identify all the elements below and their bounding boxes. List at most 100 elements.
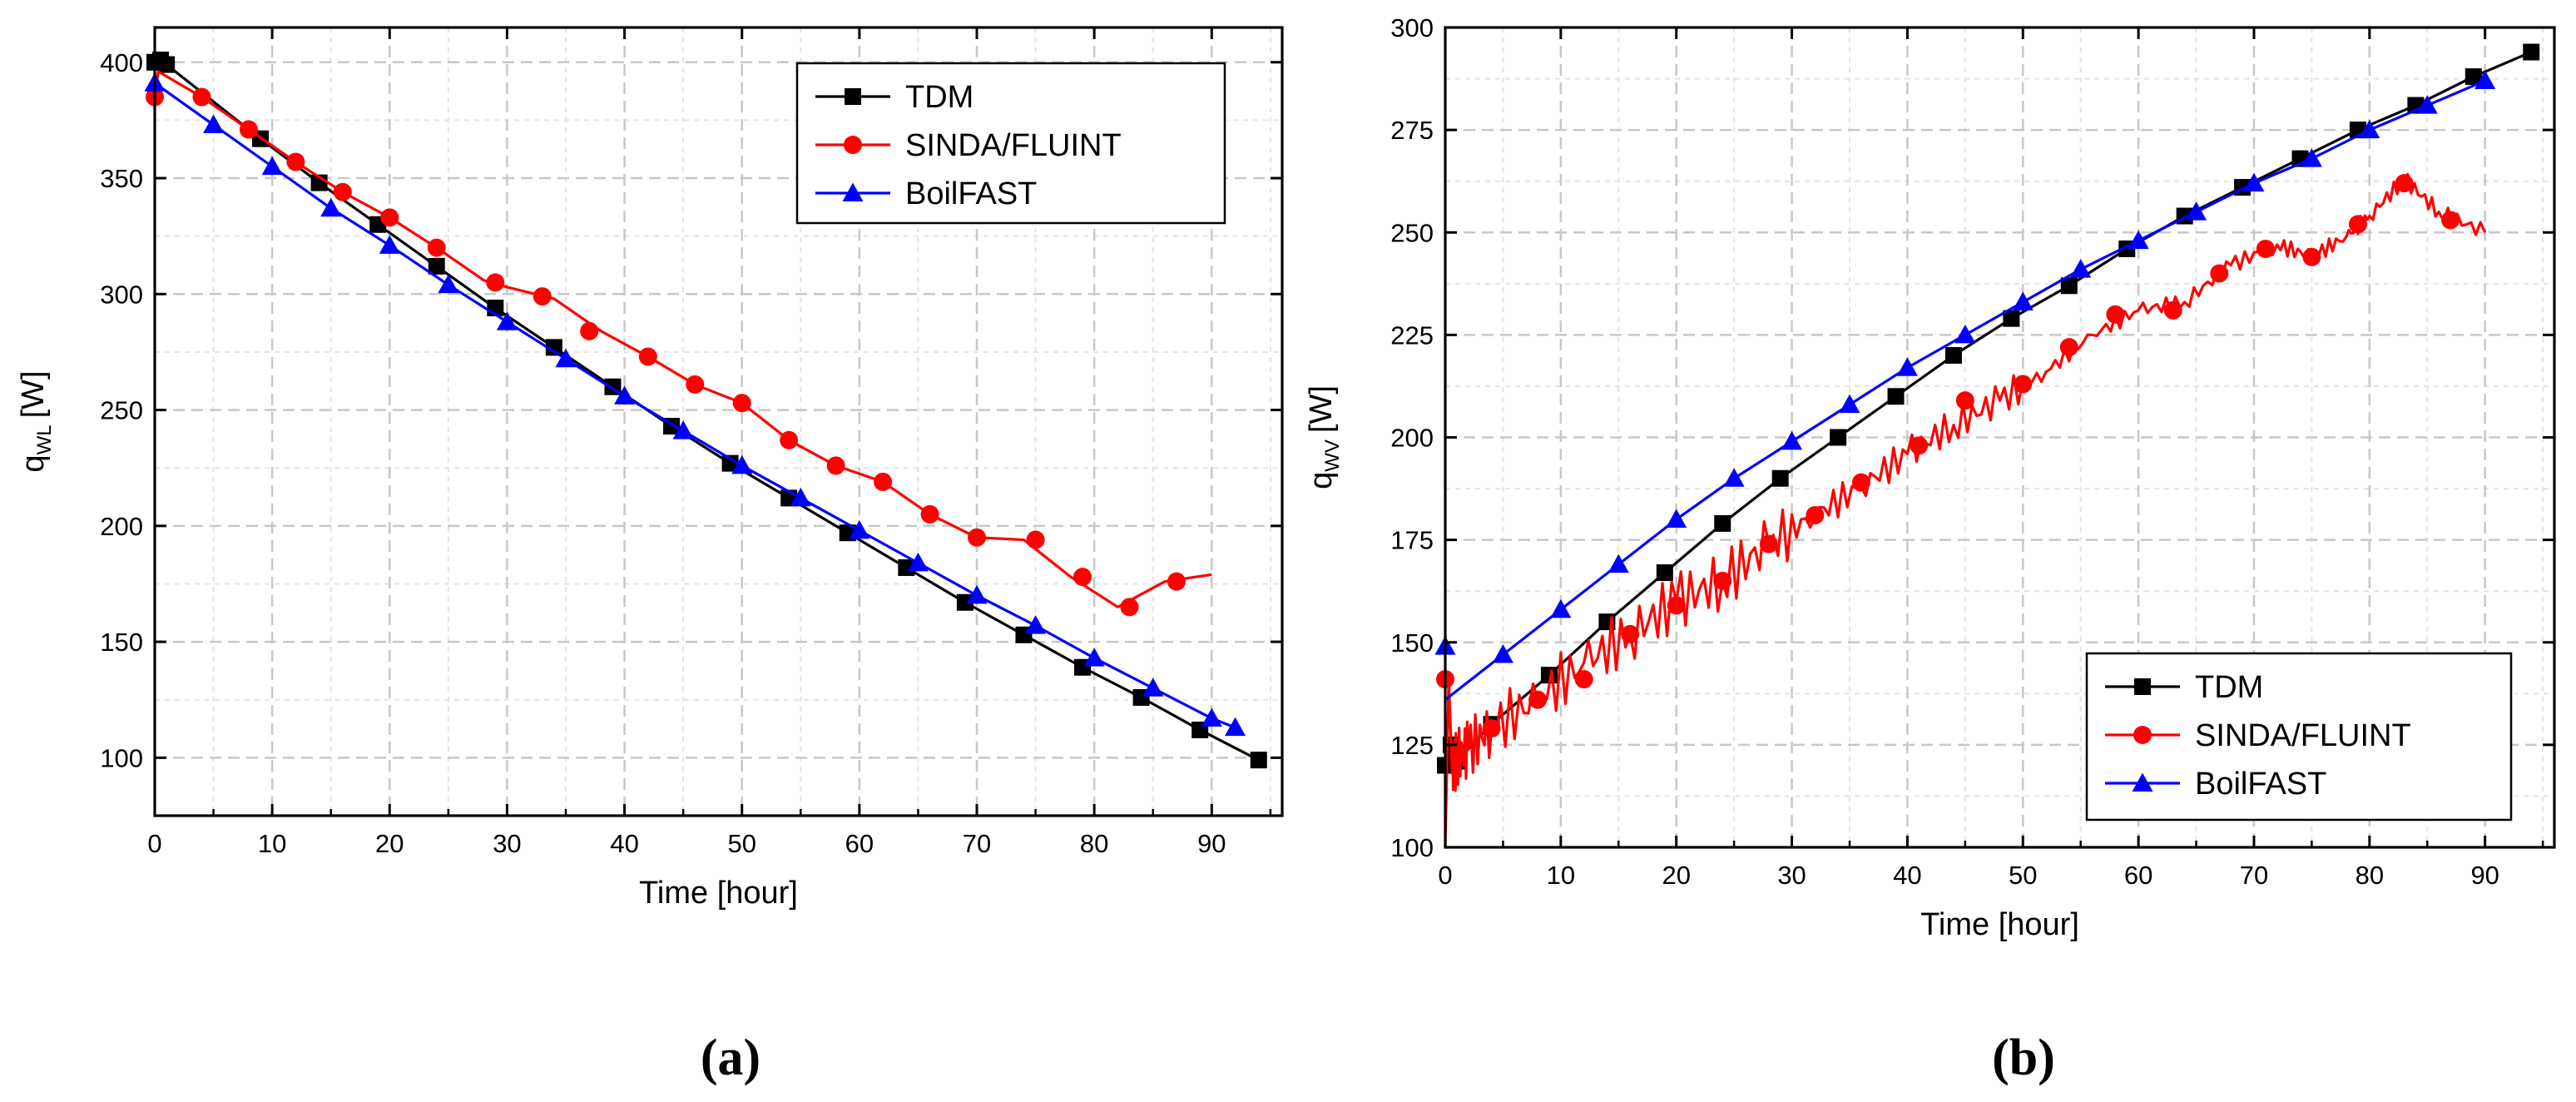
chart-a-data-point — [555, 348, 577, 368]
chart-b-data-point — [1830, 429, 1847, 446]
chart-a-legend-marker — [844, 136, 862, 154]
chart-b-data-point — [1656, 564, 1673, 582]
chart-b-y-axis-unit: [W] — [1304, 385, 1339, 433]
chart-b-data-point — [2012, 291, 2034, 310]
chart-a-data-point — [638, 347, 657, 366]
chart-a-legend: TDM SINDA/FLUINT BoilFAST — [795, 62, 1226, 225]
chart-a-data-point — [428, 257, 445, 275]
chart-a-y-axis-symbol: q — [16, 454, 51, 472]
chart-a-data-point — [239, 120, 258, 139]
chart-b-data-point — [1574, 670, 1593, 689]
chart-b-panel-label: (b) — [1992, 1030, 2055, 1086]
chart-b-data-point — [2070, 259, 2092, 278]
chart-a-x-tick-label: 10 — [258, 829, 286, 858]
chart-b-legend: TDM SINDA/FLUINT BoilFAST — [2085, 652, 2513, 822]
chart-b-y-tick-label: 275 — [1390, 116, 1434, 145]
chart-a-data-point — [203, 114, 225, 133]
chart-b-data-point — [2465, 68, 2482, 86]
chart-b-data-point — [1713, 571, 1732, 590]
chart-b-data-point — [1806, 506, 1825, 525]
chart-b-data-point — [2106, 305, 2125, 324]
chart-a-data-point — [907, 552, 929, 572]
chart-b-data-point — [1851, 473, 1870, 492]
chart-b-data-point — [2243, 172, 2265, 192]
chart-b-data-point — [1723, 468, 1745, 487]
chart-a-legend-label: BoilFAST — [905, 176, 1037, 211]
chart-a-data-point — [1201, 707, 1222, 727]
chart-a-legend-label: SINDA/FLUINT — [905, 128, 1122, 163]
chart-b-data-point — [1667, 596, 1686, 615]
chart-b-y-axis-symbol: q — [1304, 472, 1339, 489]
chart-a-data-point — [672, 420, 694, 439]
chart-panel-b: 0 10 20 30 40 50 60 70 80 90 100 125 150 175 200 225 250… — [1304, 13, 2556, 1086]
chart-a-data-point — [1025, 615, 1047, 634]
chart-b-data-point — [1714, 514, 1731, 532]
chart-b-data-point — [1608, 553, 1629, 573]
chart-b-legend-label: TDM — [2195, 670, 2263, 705]
chart-b-y-tick-label: 250 — [1390, 218, 1434, 247]
chart-b-data-point — [1482, 719, 1501, 738]
chart-a-y-tick-label: 250 — [100, 396, 143, 425]
chart-b-y-tick-label: 200 — [1390, 424, 1434, 453]
chart-a-data-point — [333, 182, 352, 201]
chart-a-x-tick-label: 0 — [147, 829, 161, 858]
chart-b-data-point — [2359, 119, 2380, 139]
chart-a-data-point — [721, 454, 739, 472]
chart-a-data-point — [790, 487, 811, 507]
chart-b-x-tick-label: 80 — [2356, 861, 2384, 890]
chart-b-data-point — [1759, 534, 1778, 553]
chart-a-data-point — [920, 504, 939, 524]
chart-a-data-point — [192, 87, 211, 107]
chart-a-data-point — [780, 430, 799, 449]
chart-b-y-axis-title: qWV [W] — [1304, 385, 1344, 489]
chart-a-data-point — [320, 197, 342, 217]
chart-a-x-axis-title: Time [hour] — [639, 876, 798, 911]
chart-b-y-tick-label: 150 — [1390, 628, 1434, 658]
chart-a-data-point — [533, 287, 552, 306]
chart-a-data-point — [286, 152, 305, 171]
chart-a-y-tick-label: 300 — [100, 280, 143, 309]
chart-a-x-tick-label: 60 — [845, 829, 874, 858]
chart-b-data-point — [2302, 247, 2321, 266]
chart-a-data-point — [731, 454, 753, 474]
chart-b-data-point — [2210, 264, 2229, 283]
chart-b-legend-marker — [2134, 678, 2151, 695]
chart-b-legend-label: SINDA/FLUINT — [2195, 718, 2411, 753]
chart-a-series-sindafluint — [146, 70, 1212, 617]
chart-a-data-point — [956, 593, 973, 611]
chart-a-data-point — [826, 456, 845, 475]
chart-b-data-point — [1910, 436, 1929, 455]
chart-a-x-tick-label: 20 — [375, 829, 404, 858]
chart-b-data-point — [1621, 624, 1640, 643]
chart-b-data-point — [2060, 277, 2078, 295]
chart-b-legend-entry: TDM — [2105, 670, 2263, 705]
chart-a-legend-entry: TDM — [815, 80, 973, 115]
chart-a-data-point — [966, 584, 988, 604]
chart-b-data-point — [1955, 391, 1974, 410]
chart-b-x-tick-label: 50 — [2009, 861, 2037, 890]
chart-b-x-tick-label: 20 — [1662, 861, 1690, 890]
chart-b-x-tick-label: 70 — [2240, 861, 2268, 890]
chart-b-data-point — [2474, 70, 2496, 90]
chart-a-grid — [155, 27, 1282, 816]
chart-b-data-point — [1896, 357, 1918, 376]
chart-a-y-axis-title: qWL [W] — [16, 370, 56, 472]
chart-b-y-tick-label: 175 — [1390, 526, 1434, 555]
chart-a-y-tick-label: 100 — [100, 743, 143, 772]
chart-b-data-point — [2059, 338, 2078, 357]
chart-b-data-point — [1550, 598, 1572, 618]
chart-b-legend-box — [2085, 652, 2513, 822]
chart-a-data-point — [874, 472, 893, 491]
chart-a-y-tick-label: 150 — [100, 628, 143, 657]
chart-panel-a: 0 10 20 30 40 50 60 70 80 90 100 150 200 250 300 350 400… — [16, 26, 1284, 1086]
chart-a-y-axis-subscript: WL — [33, 424, 56, 454]
chart-b-x-tick-label: 40 — [1893, 861, 1921, 890]
chart-b-x-tick-label: 60 — [2124, 861, 2152, 890]
chart-a-legend-entry: SINDA/FLUINT — [815, 128, 1122, 163]
chart-b-data-point — [1781, 430, 1803, 450]
chart-b-data-point — [1528, 690, 1548, 709]
chart-b-x-tick-label: 10 — [1547, 861, 1575, 890]
chart-b-data-point — [2014, 375, 2033, 394]
chart-b-x-axis-title: Time [hour] — [1920, 907, 2079, 942]
